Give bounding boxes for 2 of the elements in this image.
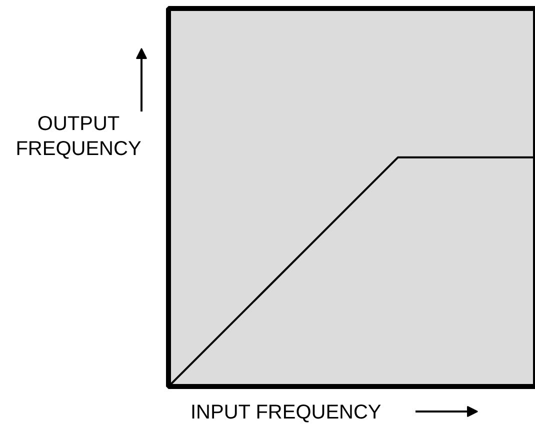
x-axis-title: INPUT FREQUENCY — [190, 402, 382, 424]
y-axis-title: OUTPUT FREQUENCY — [16, 112, 142, 160]
